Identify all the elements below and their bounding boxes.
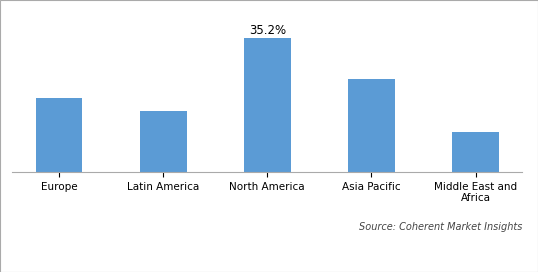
Bar [36, 98, 82, 172]
Bar [140, 111, 187, 172]
Text: 35.2%: 35.2% [249, 24, 286, 37]
Bar [452, 132, 499, 172]
Text: Source: Coherent Market Insights: Source: Coherent Market Insights [359, 222, 522, 233]
Bar [348, 79, 395, 172]
Bar [244, 38, 291, 172]
